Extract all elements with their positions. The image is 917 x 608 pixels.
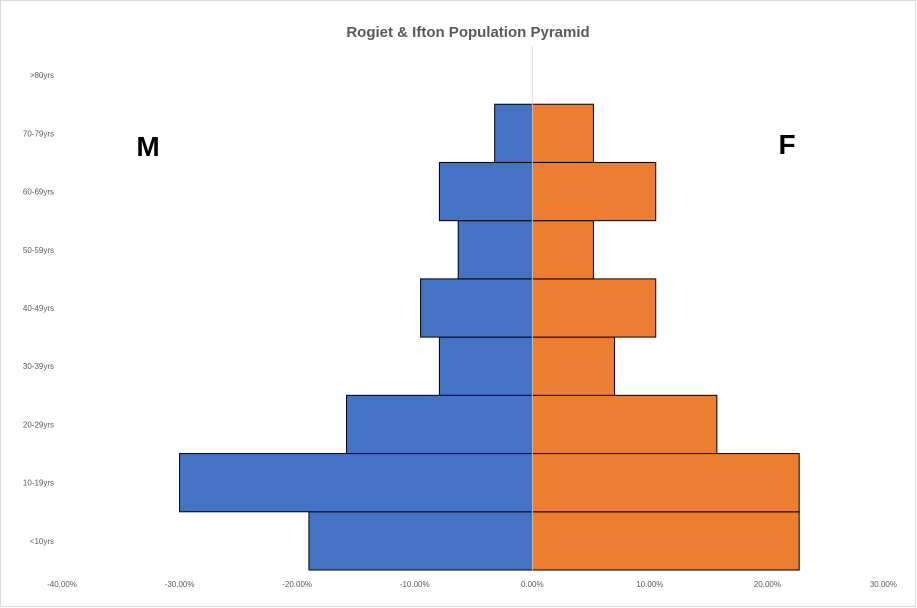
category-tick-label: 40-49yrs	[23, 304, 54, 313]
category-tick-label: >80yrs	[30, 71, 54, 80]
bar-female-30-39yrs	[531, 336, 616, 396]
category-tick-label: 10-19yrs	[23, 479, 54, 488]
value-tick-label: -40.00%	[47, 580, 77, 589]
bar-female-20-29yrs	[531, 394, 718, 455]
value-tick-label: 0.00%	[521, 580, 544, 589]
value-tick-label: 20.00%	[754, 580, 781, 589]
value-tick-label: -10.00%	[400, 580, 430, 589]
value-tick-label: 10.00%	[636, 580, 663, 589]
category-tick-label: 30-39yrs	[23, 362, 54, 371]
category-tick-label: 50-59yrs	[23, 246, 54, 255]
value-tick-label: -30.00%	[165, 580, 195, 589]
bar-female-10-19yrs	[531, 453, 800, 513]
bar-male-50-59yrs	[457, 220, 533, 280]
bar-female-60-69yrs	[531, 161, 657, 222]
bar-male-10-19yrs	[179, 453, 533, 513]
bar-layer	[179, 103, 800, 571]
bar-male-30-39yrs	[438, 336, 533, 396]
bar-female-50-59yrs	[531, 220, 594, 280]
value-axis: -40.00% -30.00% -20.00% -10.00% 0.00% 10.00% 2…	[47, 580, 897, 589]
bar-male--10yrs	[308, 511, 533, 571]
category-axis: <10yrs 10-19yrs 20-29yrs 30-39yrs 40-49yrs 50…	[23, 71, 54, 546]
category-tick-label: 60-69yrs	[23, 188, 54, 197]
value-tick-label: 30.00%	[870, 580, 897, 589]
bar-female-40-49yrs	[531, 278, 657, 338]
bar-female-70-79yrs	[531, 103, 594, 163]
female-side-label: F	[778, 129, 795, 160]
bar-male-60-69yrs	[438, 161, 533, 222]
category-tick-label: 20-29yrs	[23, 420, 54, 429]
male-side-label: M	[136, 131, 159, 162]
category-tick-label: 70-79yrs	[23, 129, 54, 138]
bar-female--10yrs	[531, 511, 800, 571]
chart-title: Rogiet & Ifton Population Pyramid	[346, 24, 589, 41]
value-tick-label: -20.00%	[282, 580, 312, 589]
category-tick-label: <10yrs	[30, 537, 54, 546]
bar-male-70-79yrs	[494, 103, 533, 163]
bar-male-40-49yrs	[420, 278, 533, 338]
bar-male-20-29yrs	[346, 394, 533, 455]
